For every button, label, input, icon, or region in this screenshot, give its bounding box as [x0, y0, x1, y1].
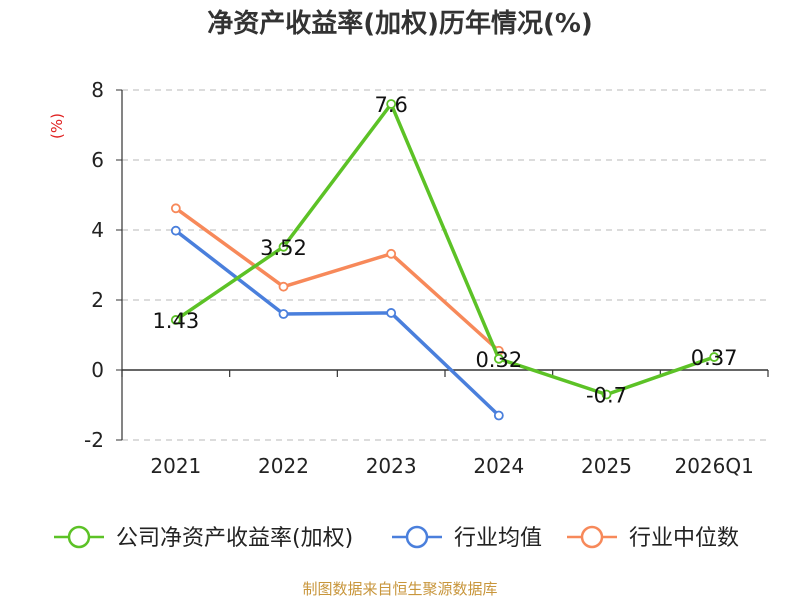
y-tick-label: -2 — [84, 428, 104, 452]
series-line — [174, 102, 715, 397]
data-label: -0.7 — [586, 384, 627, 408]
x-tick-label: 2025 — [581, 454, 632, 478]
legend-label: 公司净资产收益率(加权) — [116, 526, 353, 551]
data-point[interactable] — [386, 308, 397, 318]
x-tick-label: 2021 — [150, 454, 201, 478]
data-label: 3.52 — [260, 236, 307, 260]
legend-label: 行业均值 — [454, 526, 542, 551]
series-line — [174, 206, 501, 353]
legend-item[interactable]: 行业均值 — [392, 525, 542, 551]
data-point[interactable] — [386, 248, 397, 259]
legend-item[interactable]: 公司净资产收益率(加权) — [54, 525, 353, 551]
data-labels: 1.43 3.52 7.6 0.32 -0.7 0.37 — [152, 93, 737, 408]
series-line — [174, 229, 501, 417]
data-point[interactable] — [170, 315, 181, 325]
x-tick-label: 2026Q1 — [674, 454, 753, 478]
y-tick-label: 2 — [91, 288, 104, 312]
data-point[interactable] — [278, 281, 289, 292]
legend[interactable]: 公司净资产收益率(加权) 行业均值 行业中位数 — [54, 525, 739, 551]
x-tick-label: 2024 — [473, 454, 524, 478]
legend-label: 行业中位数 — [629, 526, 739, 551]
data-point[interactable] — [709, 352, 720, 362]
y-tick-label: 0 — [91, 358, 104, 382]
data-label: 1.43 — [152, 309, 199, 333]
y-tick-label: 8 — [91, 78, 104, 102]
legend-item[interactable]: 行业中位数 — [567, 525, 739, 551]
gridlines: -2 0 2 4 6 8 — [84, 78, 768, 452]
data-point[interactable] — [278, 241, 289, 252]
chart-title: 净资产收益率(加权)历年情况(%) — [207, 8, 593, 39]
legend-marker — [67, 525, 91, 549]
y-tick-label: 4 — [91, 218, 104, 242]
legend-marker — [405, 525, 429, 549]
source-note: 制图数据来自恒生聚源数据库 — [302, 580, 497, 598]
data-point[interactable] — [386, 99, 397, 109]
legend-marker — [580, 525, 604, 549]
data-point[interactable] — [601, 389, 612, 400]
series-lines — [170, 99, 720, 421]
data-label: 7.6 — [374, 93, 407, 117]
data-point[interactable] — [170, 203, 181, 214]
data-point[interactable] — [493, 353, 504, 364]
y-axis-unit-label: (%) — [48, 113, 66, 139]
x-tick-label: 2022 — [258, 454, 309, 478]
data-label: 0.37 — [691, 346, 738, 370]
data-point[interactable] — [493, 410, 504, 421]
y-tick-label: 6 — [91, 148, 104, 172]
axes: 2021 2022 2023 2024 2025 2026Q1 — [121, 90, 769, 478]
x-tick-label: 2023 — [366, 454, 417, 478]
data-point[interactable] — [170, 225, 181, 236]
data-point[interactable] — [278, 309, 289, 319]
data-label: 0.32 — [475, 348, 522, 372]
